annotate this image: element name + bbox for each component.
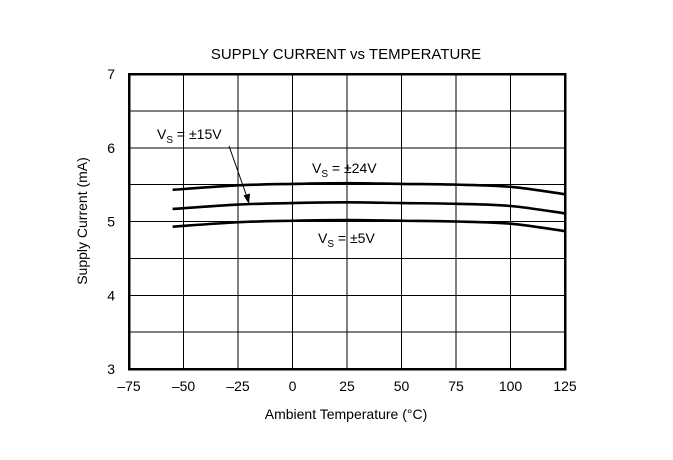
annotation-vs-5v-rest: = ±5V	[334, 230, 375, 246]
plot-frame	[127, 72, 567, 371]
annotation-vs-5v: VS = ±5V	[318, 230, 375, 250]
chart-title: SUPPLY CURRENT vs TEMPERATURE	[211, 46, 481, 63]
y-tick-label: 4	[107, 287, 115, 303]
x-tick-label: –75	[117, 378, 141, 394]
annotation-vs-24v-sub: S	[321, 169, 328, 180]
annotation-vs-24v-rest: = ±24V	[328, 160, 377, 176]
annotation-arrow-head	[243, 193, 250, 204]
x-tick-label: 100	[499, 378, 523, 394]
series-line-1	[172, 201, 566, 215]
annotation-vs-15v-main: V	[157, 126, 167, 142]
series-line-0	[172, 181, 566, 196]
y-tick-label: 6	[107, 140, 115, 156]
x-tick-label: 75	[448, 378, 464, 394]
y-tick-label: 7	[107, 66, 115, 82]
annotation-vs-15v-rest: = ±15V	[173, 126, 222, 142]
y-tick-label: 5	[107, 214, 115, 230]
y-tick-label: 3	[107, 361, 115, 377]
series-lines	[172, 181, 566, 233]
x-tick-label: 50	[394, 378, 410, 394]
y-tick-labels: 3 4 5 6 7	[107, 66, 115, 377]
grid-lines	[128, 73, 566, 370]
x-tick-label: 0	[289, 378, 297, 394]
annotation-vs-5v-main: V	[318, 230, 328, 246]
x-axis-label: Ambient Temperature (°C)	[265, 406, 428, 422]
annotation-vs-15v-sub: S	[166, 135, 173, 146]
x-tick-label: 125	[553, 378, 577, 394]
y-axis-label: Supply Current (mA)	[74, 157, 90, 285]
annotation-vs-5v-sub: S	[327, 239, 334, 250]
x-tick-label: 25	[339, 378, 355, 394]
series-line-2	[172, 218, 566, 233]
x-tick-label: –25	[226, 378, 250, 394]
x-tick-label: –50	[172, 378, 196, 394]
annotation-vs-15v: VS = ±15V	[157, 126, 222, 146]
annotation-vs-24v-main: V	[312, 160, 322, 176]
annotation-arrow-shaft	[228, 145, 248, 198]
annotation-vs-24v: VS = ±24V	[312, 160, 377, 180]
x-tick-labels: –75 –50 –25 0 25 50 75 100 125	[117, 378, 577, 394]
